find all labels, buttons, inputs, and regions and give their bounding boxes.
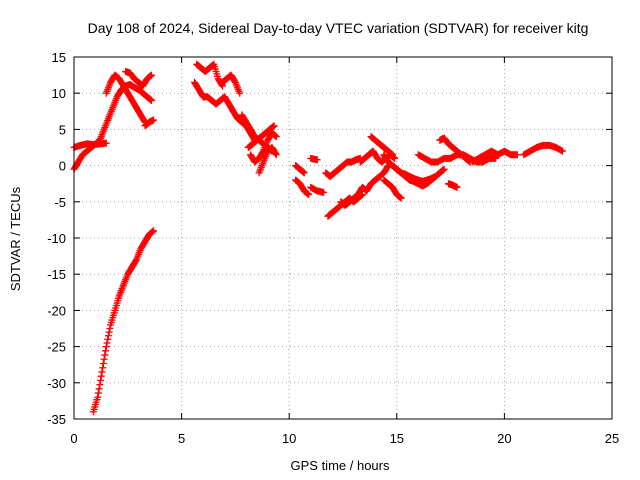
series-arc-m xyxy=(255,144,280,177)
data-point xyxy=(95,385,103,393)
y-tick-label: 5 xyxy=(59,122,66,137)
data-point xyxy=(147,96,155,104)
series-arc-r xyxy=(322,154,364,180)
series-arc-l xyxy=(246,129,280,166)
data-point xyxy=(99,364,107,372)
x-tick-label: 15 xyxy=(390,431,404,446)
data-point xyxy=(453,183,461,191)
x-axis-label: GPS time / hours xyxy=(291,458,390,473)
y-tick-label: -5 xyxy=(54,195,66,210)
y-tick-label: -15 xyxy=(47,267,66,282)
data-point xyxy=(106,325,114,332)
series-arc-x xyxy=(380,176,405,202)
series-arc-q xyxy=(307,183,328,196)
data-point xyxy=(272,133,280,141)
series-arc-c xyxy=(102,71,149,126)
data-point xyxy=(98,368,106,376)
data-point xyxy=(320,188,328,196)
data-point xyxy=(103,339,111,347)
y-tick-label: -30 xyxy=(47,376,66,391)
series-arc-ad xyxy=(520,141,567,159)
series-arc-f xyxy=(89,227,158,416)
axis-ticks: 0 5 10 15 20 25 -35 -30 -25 -20 -15 -10 -5 0 5 10 15 xyxy=(47,50,619,446)
x-tick-label: 10 xyxy=(282,431,296,446)
data-point xyxy=(147,71,155,79)
y-tick-label: 0 xyxy=(59,159,66,174)
y-axis-label: SDTVAR / TECUs xyxy=(8,186,23,291)
data-point xyxy=(132,257,140,265)
data-point xyxy=(94,393,102,401)
data-point xyxy=(236,89,244,97)
y-tick-label: -25 xyxy=(47,340,66,355)
series-arc-d xyxy=(122,67,155,90)
data-point xyxy=(97,376,105,384)
data-point xyxy=(313,156,321,164)
series-arc-n xyxy=(292,162,308,177)
data-point xyxy=(559,147,567,155)
series-arc-aa xyxy=(436,134,474,166)
data-point xyxy=(397,194,405,202)
data-point xyxy=(231,77,239,85)
series-arc-k xyxy=(244,122,278,151)
data-point xyxy=(94,389,102,397)
data-point xyxy=(97,372,105,380)
data-point xyxy=(104,332,112,340)
series-arc-o xyxy=(292,176,313,199)
data-point xyxy=(101,351,109,359)
data-point xyxy=(272,151,280,159)
data-point xyxy=(270,122,278,130)
x-tick-label: 25 xyxy=(605,431,619,446)
data-point xyxy=(105,328,113,336)
data-point xyxy=(102,343,110,351)
data-point xyxy=(388,151,396,159)
series-arc-g xyxy=(193,60,226,90)
data-point xyxy=(104,335,112,343)
data-point xyxy=(272,150,280,158)
series-arc-v xyxy=(367,133,396,159)
y-tick-label: -20 xyxy=(47,303,66,318)
x-tick-label: 5 xyxy=(178,431,185,446)
series-arc-ab xyxy=(444,180,461,191)
data-point xyxy=(100,355,108,363)
data-point xyxy=(391,154,399,162)
plot-frame xyxy=(73,56,613,420)
series-arc-i xyxy=(218,71,244,97)
data-point xyxy=(102,139,110,147)
series-arc-ac xyxy=(468,147,521,166)
data-point xyxy=(102,347,110,355)
data-point xyxy=(99,359,107,367)
x-tick-label: 0 xyxy=(70,431,77,446)
grid-lines xyxy=(74,57,612,419)
chart-title: Day 108 of 2024, Sidereal Day-to-day VTE… xyxy=(88,20,589,36)
data-point xyxy=(440,165,448,173)
series-arc-t xyxy=(337,162,392,209)
data-point xyxy=(150,227,158,235)
data-point xyxy=(96,381,104,389)
series-arc-p xyxy=(307,154,321,164)
y-tick-label: 15 xyxy=(52,50,66,65)
y-tick-label: 10 xyxy=(52,86,66,101)
data-point xyxy=(305,191,313,199)
series-arc-h xyxy=(191,78,259,144)
series-arc-e xyxy=(141,116,158,130)
y-tick-label: -35 xyxy=(47,412,66,427)
x-tick-label: 20 xyxy=(497,431,511,446)
series-arc-b xyxy=(70,81,155,173)
series-arc-y xyxy=(384,158,448,190)
data-point xyxy=(300,169,308,177)
data-points xyxy=(70,60,567,416)
data-point xyxy=(513,151,521,159)
y-tick-label: -10 xyxy=(47,231,66,246)
data-point xyxy=(150,116,158,124)
